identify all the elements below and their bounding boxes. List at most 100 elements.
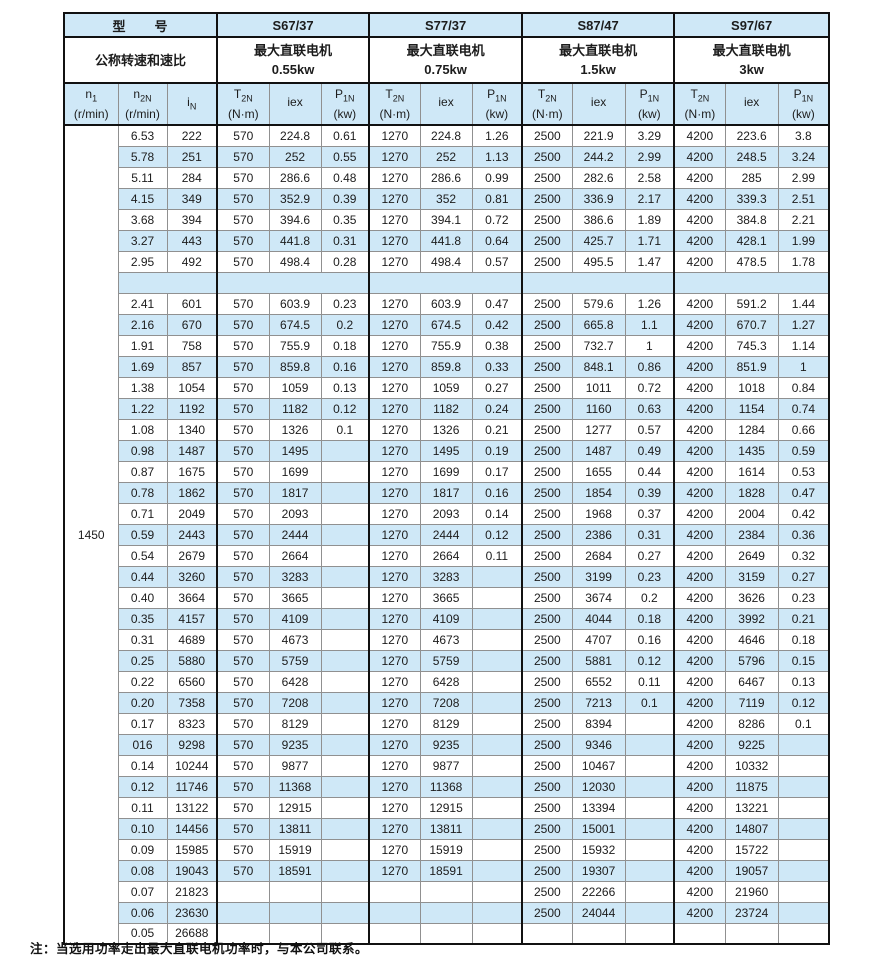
table-cell: 1699 [419, 460, 473, 483]
table-cell: 1270 [368, 145, 421, 168]
table-cell [320, 712, 371, 735]
motor-header-s77: 最大直联电机 0.75kw [368, 36, 524, 84]
table-cell: 286.6 [268, 166, 322, 189]
table-cell: 674.5 [268, 313, 322, 336]
table-cell: 5.11 [117, 166, 168, 189]
table-row: 1.22 1192 570 1182 0.12 1270 1182 0.24 2500 1160 0… [64, 397, 830, 420]
table-cell [471, 796, 524, 819]
speed-ratio-header: 公称转速和速比 [63, 36, 219, 84]
table-cell: 570 [216, 166, 270, 189]
col-header-p1n-s97: P1N (kw) [777, 82, 830, 126]
table-cell: 570 [216, 187, 270, 210]
table-cell [624, 712, 676, 735]
table-cell [521, 922, 573, 945]
table-cell: 1270 [368, 754, 421, 777]
table-cell: 1154 [724, 397, 779, 420]
table-cell: 570 [216, 418, 270, 441]
table-cell [320, 838, 371, 861]
table-cell [419, 922, 473, 945]
table-cell: 0.64 [471, 229, 524, 252]
table-cell: 0.27 [471, 376, 524, 399]
table-cell: 0.37 [624, 502, 676, 525]
table-cell: 2684 [571, 544, 626, 567]
table-cell: 0.27 [624, 544, 676, 567]
table-cell: 2.16 [117, 313, 168, 336]
table-cell: 9877 [419, 754, 473, 777]
table-cell: 4200 [673, 733, 726, 756]
table-cell: 2500 [521, 418, 573, 441]
table-cell: 570 [216, 859, 270, 882]
table-cell: 24044 [571, 901, 626, 924]
table-cell: 4200 [673, 502, 726, 525]
table-cell: 7208 [419, 691, 473, 714]
table-cell: 0.61 [320, 124, 371, 147]
table-cell: 498.4 [268, 250, 322, 273]
table-cell: 4200 [673, 124, 726, 147]
table-cell: 11875 [724, 775, 779, 798]
separator-row [64, 271, 831, 294]
table-cell: 0.98 [117, 439, 168, 462]
table-row: 0.11 13122 570 12915 1270 12915 2500 13394 4200 1… [64, 796, 830, 819]
table-cell [624, 733, 676, 756]
table-cell: 4200 [673, 166, 726, 189]
table-cell: 0.35 [320, 208, 371, 231]
table-cell: 2444 [268, 523, 322, 546]
table-cell: 570 [216, 544, 270, 567]
table-row: 0.54 2679 570 2664 1270 2664 0.11 2500 2684 0.27 4… [64, 544, 830, 567]
table-cell: 394 [166, 208, 219, 231]
table-cell: 0.39 [624, 481, 676, 504]
table-cell: 2.51 [777, 187, 830, 210]
table-cell: 3992 [724, 607, 779, 630]
table-cell: 851.9 [724, 355, 779, 378]
motor-power: 0.55kw [271, 62, 315, 77]
table-row: 1.38 1054 570 1059 0.13 1270 1059 0.27 2500 1011 0… [64, 376, 830, 399]
table-row: 0.05 26688 [64, 922, 830, 945]
table-cell: 428.1 [724, 229, 779, 252]
table-cell: 10467 [571, 754, 626, 777]
table-row: 0.98 1487 570 1495 1270 1495 0.19 2500 1487 0.49 4… [64, 439, 830, 462]
table-cell: 570 [216, 313, 270, 336]
table-row: 0.25 5880 570 5759 1270 5759 2500 5881 0.12 4200 5… [64, 649, 830, 672]
col-header-iex-s77: iex [419, 82, 473, 126]
table-cell: 8394 [571, 712, 626, 735]
table-cell: 570 [216, 628, 270, 651]
model-header-s87: S87/47 [521, 12, 676, 38]
table-cell: 1435 [724, 439, 779, 462]
footnote: 注：当选用功率走出最大直联电机功率时，与本公司联系。 [30, 942, 369, 956]
table-cell: 0.17 [117, 712, 168, 735]
table-cell [268, 901, 322, 924]
table-cell: 2664 [268, 544, 322, 567]
table-cell: 0.1 [777, 712, 830, 735]
table-cell: 570 [216, 775, 270, 798]
table-cell: 674.5 [419, 313, 473, 336]
table-cell [624, 796, 676, 819]
table-cell: 1182 [268, 397, 322, 420]
table-cell: 9298 [166, 733, 219, 756]
table-cell: 1.89 [624, 208, 676, 231]
table-cell: 2649 [724, 544, 779, 567]
table-cell: 14807 [724, 817, 779, 840]
table-cell [471, 838, 524, 861]
table-cell: 2093 [419, 502, 473, 525]
table-cell: 570 [216, 649, 270, 672]
table-cell: 2500 [521, 439, 573, 462]
table-cell: 570 [216, 712, 270, 735]
table-cell: 1.1 [624, 313, 676, 336]
table-cell: 2500 [521, 880, 573, 903]
table-cell: 1655 [571, 460, 626, 483]
table-cell: 570 [216, 460, 270, 483]
table-cell: 352.9 [268, 187, 322, 210]
table-cell: 570 [216, 523, 270, 546]
table-cell: 0.35 [117, 607, 168, 630]
table-cell: 0.18 [320, 334, 371, 357]
table-cell: 13221 [724, 796, 779, 819]
table-cell [624, 754, 676, 777]
table-cell: 2444 [419, 523, 473, 546]
table-cell: 570 [216, 796, 270, 819]
table-cell: 0.99 [471, 166, 524, 189]
motor-header-s87: 最大直联电机 1.5kw [521, 36, 676, 84]
table-cell [216, 880, 270, 903]
table-cell: 5796 [724, 649, 779, 672]
table-cell: 1 [624, 334, 676, 357]
model-header-s97: S97/67 [673, 12, 830, 38]
